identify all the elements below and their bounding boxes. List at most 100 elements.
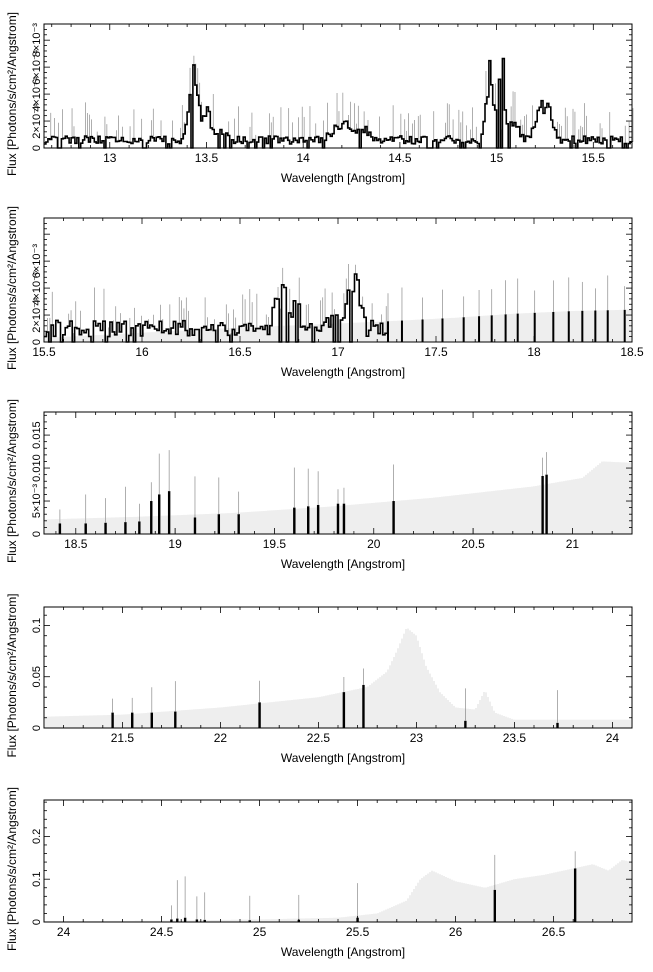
x-tick-label: 17 xyxy=(331,345,345,359)
upper-limit-bar xyxy=(400,320,403,342)
data-bar xyxy=(150,501,153,534)
upper-limit-bar xyxy=(462,317,465,342)
data-bar xyxy=(307,506,310,534)
x-axis: 18.5 19 19.5 20 20.5 21 Wavelength [Angstrom] xyxy=(55,412,633,571)
data-bar xyxy=(541,475,544,534)
x-tick-label: 15.5 xyxy=(582,151,606,165)
y-tick-label: 0.1 xyxy=(31,618,43,633)
y-tick-label: 0.1 xyxy=(31,872,43,887)
panel-2: 15.5 16 16.5 17 17.5 18 18.5 Wavelength [Angstr… xyxy=(5,206,644,379)
x-axis: 21.5 22 22.5 23 23.5 24 Wavelength [Angstrom] xyxy=(43,607,633,765)
y-tick-label: 0.05 xyxy=(31,666,43,687)
x-axis: 13 13.5 14 14.5 15 15.5 Wavelength [Angstrom] xyxy=(51,24,633,185)
upper-limit-bar xyxy=(516,313,519,342)
data-line xyxy=(44,57,633,149)
upper-limit-bar xyxy=(504,314,507,342)
data-bar xyxy=(248,920,251,922)
x-axis-label: Wavelength [Angstrom] xyxy=(281,945,405,959)
data-bar xyxy=(493,889,496,922)
y-tick-label: 4×10⁻⁴ xyxy=(31,76,43,112)
data-bar xyxy=(258,702,261,728)
x-tick-label: 18.5 xyxy=(64,537,88,551)
upper-limit-bar xyxy=(490,315,493,342)
y-axis-label: Flux [Photons/s/cm²/Angstrom] xyxy=(5,399,19,563)
upper-limit-bar xyxy=(567,311,570,342)
upper-limit-bar xyxy=(581,310,584,342)
data-bar xyxy=(170,919,173,922)
x-tick-label: 21.5 xyxy=(111,731,135,745)
data-bar xyxy=(150,712,153,728)
data-bar xyxy=(138,521,141,534)
x-tick-label: 14 xyxy=(297,151,311,165)
y-axis: 0 2×10⁻⁴4×10⁻⁶6×10⁻³ Flux [Photons/s/cm²/A… xyxy=(5,206,632,370)
x-axis-label: Wavelength [Angstrom] xyxy=(281,171,405,185)
y-axis: 0 2×10⁻⁴4×10⁻⁴6×10⁻⁴8×10⁻³ Flux [Photons/s… xyxy=(5,12,632,176)
data-bar xyxy=(111,712,114,728)
y-axis-label: Flux [Photons/s/cm²/Angstrom] xyxy=(5,787,19,951)
x-axis-label: Wavelength [Angstrom] xyxy=(281,751,405,765)
y-axis-label: Flux [Photons/s/cm²/Angstrom] xyxy=(5,206,19,370)
data-bars xyxy=(58,450,548,534)
y-tick-label: 4×10⁻⁶ xyxy=(31,271,43,306)
data-bar xyxy=(293,507,296,534)
upper-limit-bar xyxy=(623,309,626,342)
data-bar xyxy=(58,523,62,534)
x-tick-label: 26.5 xyxy=(542,925,566,939)
x-tick-label: 25.5 xyxy=(346,925,370,939)
upper-limit-bar xyxy=(606,310,609,342)
y-tick-label: 2×10⁻⁴ xyxy=(31,297,43,333)
data-line xyxy=(44,273,387,343)
upper-limit-bar xyxy=(533,312,536,342)
x-tick-label: 24 xyxy=(606,731,620,745)
upper-limit-bar xyxy=(387,321,389,342)
y-axis-label: Flux [Photons/s/cm²/Angstrom] xyxy=(5,12,19,176)
data-bar xyxy=(203,919,206,922)
data-bar xyxy=(392,501,395,534)
data-bar xyxy=(342,692,346,728)
y-tick-label: 6×10⁻³ xyxy=(31,244,43,279)
upper-limit-bar xyxy=(594,310,597,342)
x-tick-label: 22 xyxy=(214,731,228,745)
x-tick-label: 15 xyxy=(490,151,504,165)
data-bar xyxy=(104,522,107,534)
x-tick-label: 22.5 xyxy=(307,731,331,745)
data-bar xyxy=(573,868,577,922)
x-tick-label: 21 xyxy=(566,537,580,551)
data-histogram xyxy=(44,55,634,149)
data-bar xyxy=(84,523,87,534)
data-bar xyxy=(336,503,340,534)
x-tick-label: 17.5 xyxy=(424,345,448,359)
x-tick-label: 16 xyxy=(135,345,149,359)
data-bar xyxy=(195,919,199,922)
x-tick-label: 24 xyxy=(57,925,71,939)
x-tick-label: 24.5 xyxy=(150,925,174,939)
y-axis-label: Flux [Photons/s/cm²/Angstrom] xyxy=(5,593,19,757)
x-tick-label: 26 xyxy=(449,925,463,939)
y-tick-label: 0.015 xyxy=(31,421,43,449)
y-tick-label: 0 xyxy=(31,531,43,537)
data-bar xyxy=(174,711,177,728)
upper-limit-bar xyxy=(441,318,444,342)
data-bar xyxy=(217,514,221,534)
data-bar xyxy=(193,517,197,534)
data-bar xyxy=(545,474,548,534)
y-axis: 0 0.1 0.2 Flux [Photons/s/cm²/Angstrom] xyxy=(5,787,632,951)
data-bar xyxy=(237,514,240,534)
y-tick-label: 2×10⁻⁴ xyxy=(31,103,43,139)
data-bar xyxy=(316,504,320,534)
y-tick-label: 0 xyxy=(31,725,43,731)
y-axis: 0 5×10⁻³ 0.010 0.015 Flux [Photons/s/cm²/Ang… xyxy=(5,399,632,563)
x-tick-label: 18 xyxy=(527,345,541,359)
data-bar xyxy=(158,494,161,534)
y-tick-label: 0 xyxy=(31,145,43,151)
upper-limit-bar xyxy=(421,319,424,342)
model-hatching xyxy=(43,628,633,728)
x-tick-label: 20.5 xyxy=(461,537,485,551)
x-tick-label: 13.5 xyxy=(195,151,219,165)
data-bar xyxy=(464,720,467,728)
y-axis: 0 0.05 0.1 Flux [Photons/s/cm²/Angstrom] xyxy=(5,593,632,758)
